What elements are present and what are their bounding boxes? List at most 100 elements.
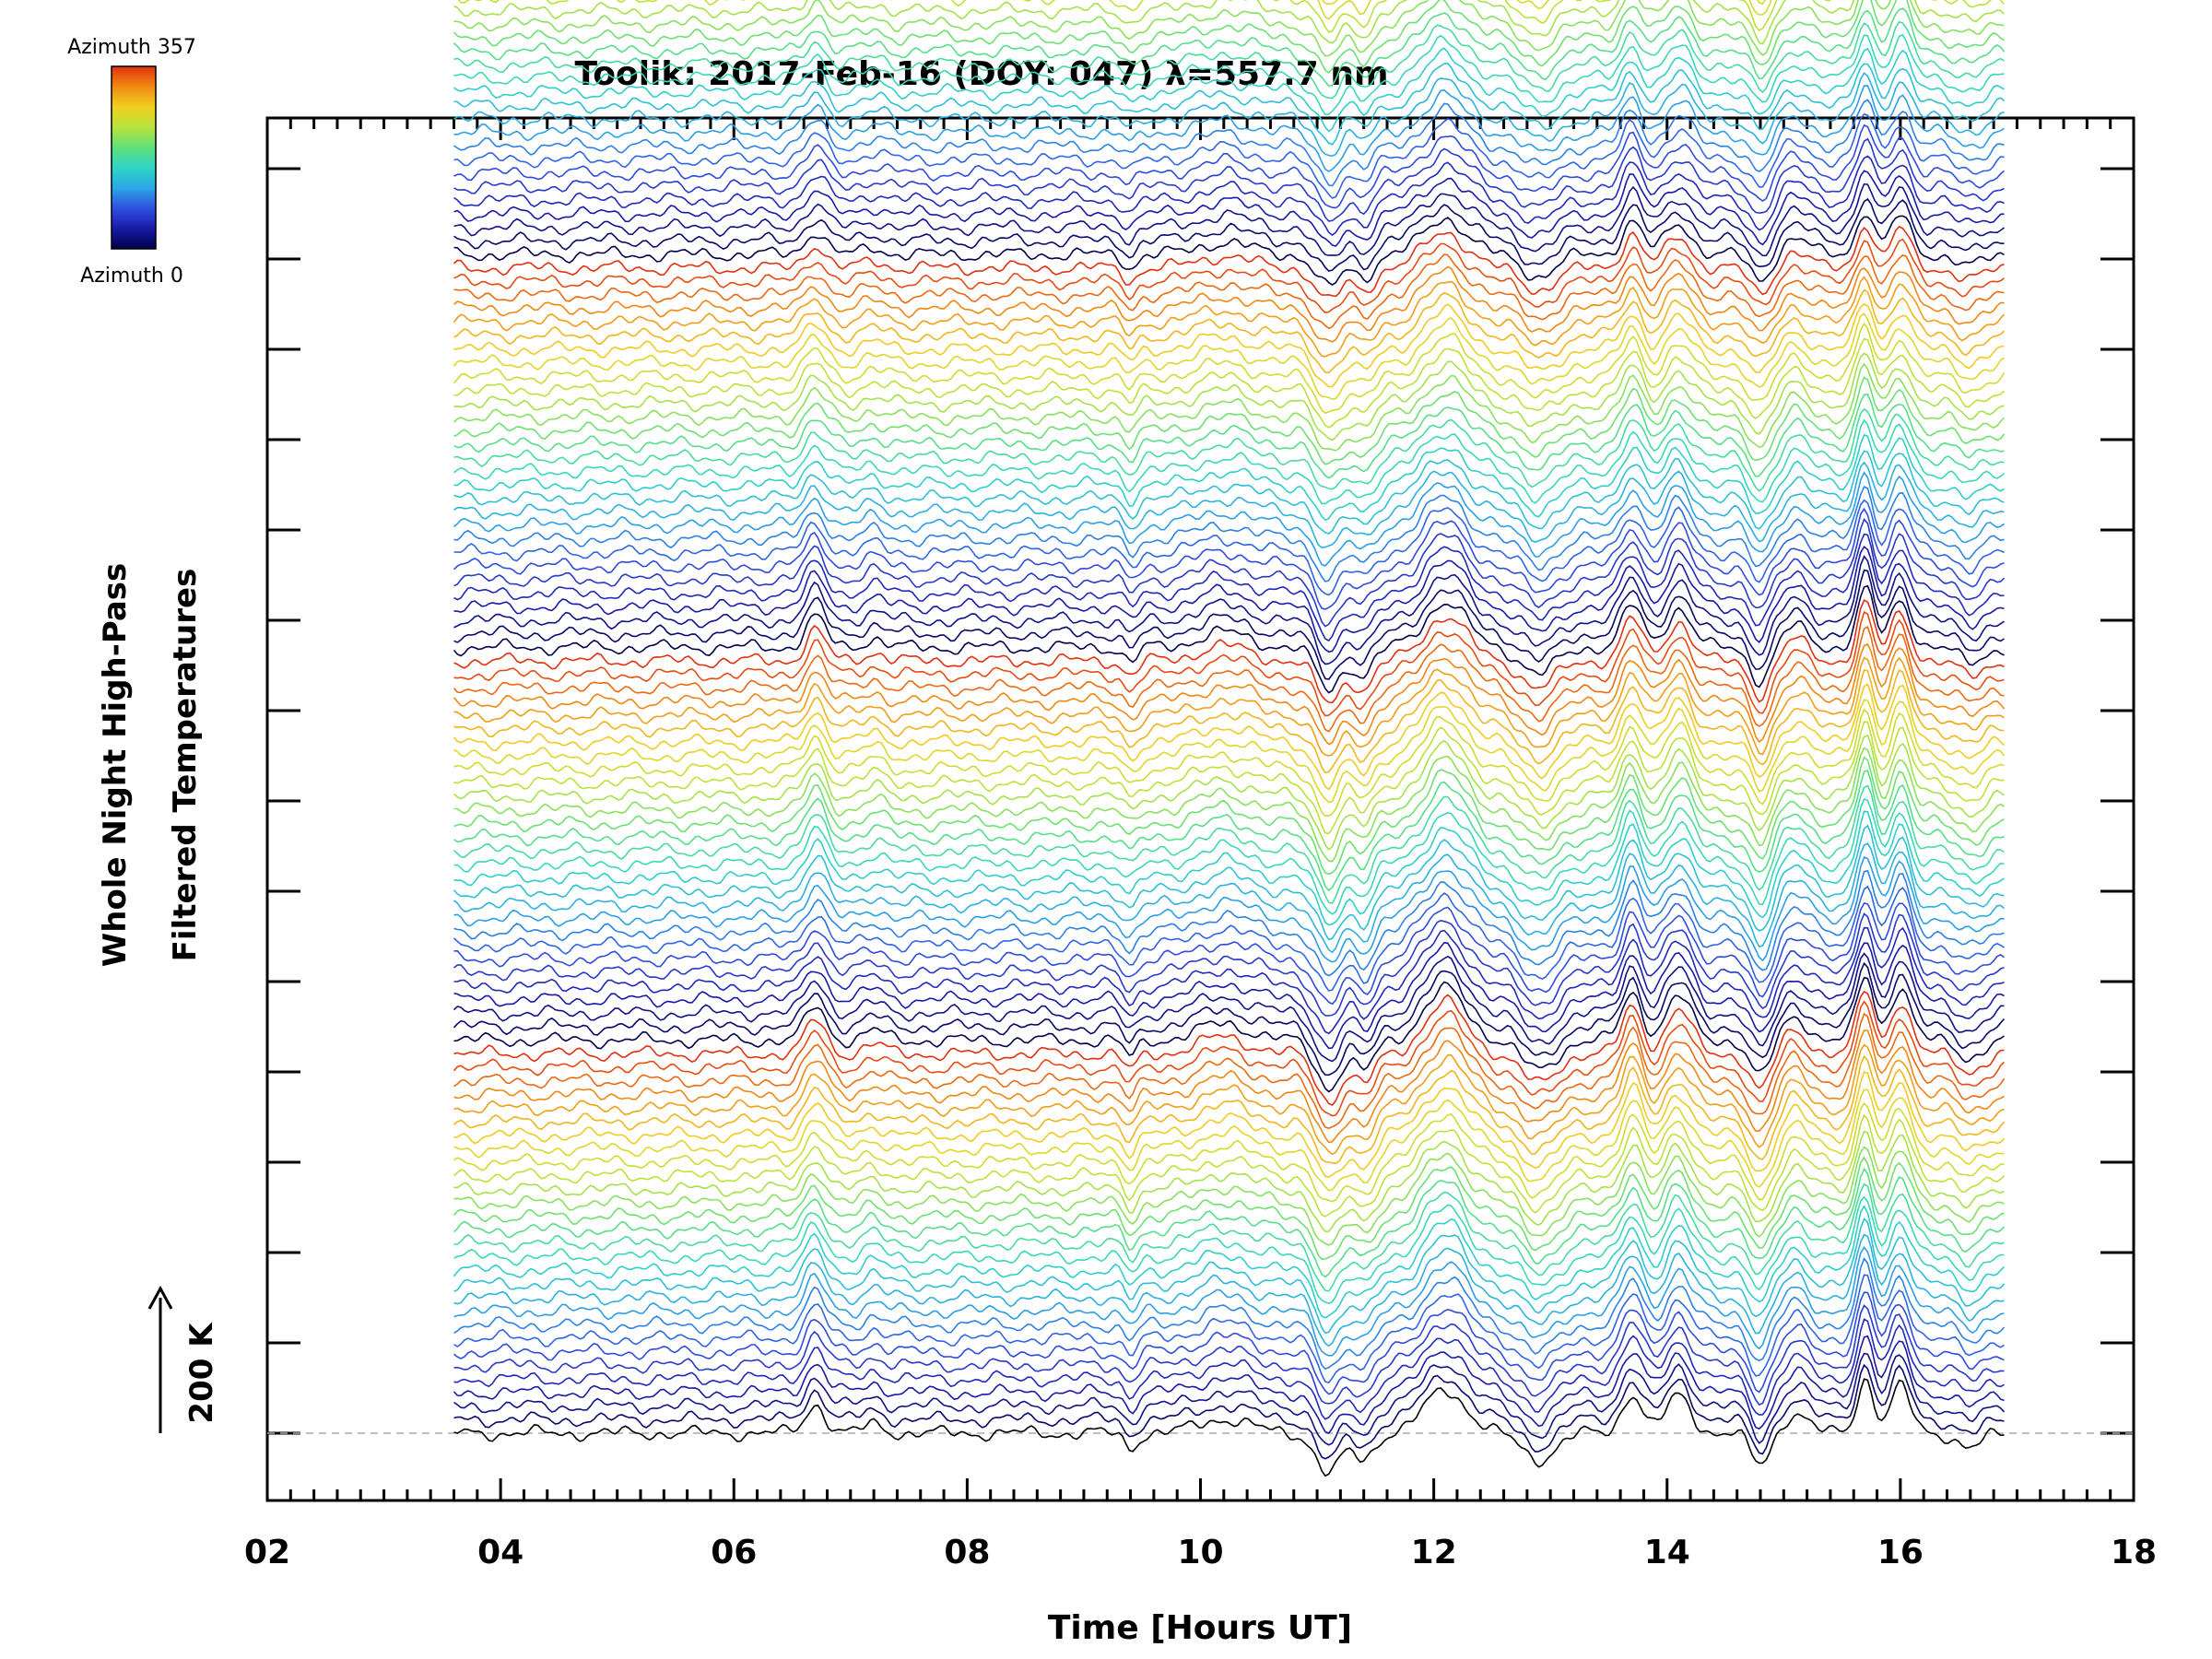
temperature-trace [453, 555, 2005, 665]
x-axis-label: Time [Hours UT] [1048, 1609, 1352, 1647]
temperature-trace [453, 1195, 2005, 1304]
x-tick-label: 02 [244, 1534, 290, 1571]
temperature-trace [453, 1318, 2005, 1420]
y-axis-label-line2: Filtered Temperatures [167, 569, 204, 962]
temperature-trace [453, 288, 2006, 374]
temperature-trace [453, 124, 2006, 209]
temperature-trace [453, 322, 2006, 414]
temperature-trace [453, 545, 2005, 653]
temperature-trace [453, 708, 2005, 817]
temperature-trace [453, 215, 2005, 287]
temperature-trace [453, 433, 2005, 522]
temperature-trace [457, 0, 2006, 33]
temperature-trace [453, 533, 2005, 642]
temperature-trace [453, 747, 2005, 863]
temperature-trace [453, 1156, 2005, 1261]
temperature-trace [453, 99, 2005, 187]
temperature-trace [453, 856, 2005, 963]
temperature-trace [453, 7, 2006, 88]
temperature-trace [453, 1304, 2005, 1406]
colorbar-gradient [111, 65, 157, 250]
temperature-trace [453, 1146, 2005, 1246]
temperature-trace [453, 842, 2006, 954]
temperature-trace [453, 0, 2005, 74]
temperature-trace [453, 450, 2005, 535]
temperature-trace [453, 155, 2005, 237]
scale-arrow-head [147, 1285, 173, 1310]
temperature-trace [453, 352, 2005, 441]
temperature-trace [453, 642, 2006, 746]
temperature-trace [453, 669, 2005, 774]
x-tick-label: 18 [2111, 1534, 2157, 1571]
x-tick-labels: 02 04 06 08 10 12 14 16 18 [244, 1534, 2157, 1571]
temperature-trace [453, 112, 2005, 199]
temperature-trace [453, 1352, 2006, 1446]
temperature-trace [453, 912, 2005, 1017]
y-axis-label: Whole Night High-Pass Filtered Temperatu… [97, 563, 204, 968]
temperature-trace [453, 1130, 2005, 1233]
temperature-trace [453, 1274, 2005, 1384]
x-tick-label: 04 [477, 1534, 524, 1571]
x-tick-label: 12 [1411, 1534, 1457, 1571]
temperature-trace [453, 72, 2005, 158]
temperature-trace [453, 20, 2005, 100]
temperature-trace [453, 1291, 2005, 1395]
temperature-trace [453, 517, 2006, 628]
temperature-trace [453, 1101, 2005, 1203]
temperature-trace [453, 499, 2005, 596]
temperature-trace [453, 0, 2006, 45]
temperature-trace [453, 1071, 2006, 1179]
colorbar: Azimuth 357 Azimuth 0 [67, 36, 196, 288]
temperature-trace [453, 926, 2005, 1035]
temperature-trace [453, 0, 2005, 57]
temperature-trace [453, 486, 2005, 582]
axis-ticks [265, 118, 2136, 1500]
colorbar-bottom-label: Azimuth 0 [80, 265, 183, 288]
temperature-trace [453, 584, 2005, 694]
temperature-trace [453, 471, 2005, 567]
temperature-trace [453, 626, 2005, 733]
temperature-trace [453, 952, 2005, 1063]
temperature-trace [453, 769, 2005, 892]
temperature-trace [453, 197, 2005, 272]
temperature-trace [453, 302, 2005, 388]
temperature-trace [453, 756, 2005, 876]
temperature-trace [453, 1043, 2005, 1156]
temperature-trace [453, 1217, 2006, 1335]
temperature-trace [453, 1167, 2006, 1278]
temperature-trace [453, 1113, 2006, 1218]
x-tick-label: 10 [1177, 1534, 1223, 1571]
temperature-trace [453, 137, 2005, 222]
x-tick-label: 08 [944, 1534, 990, 1571]
temperature-trace [453, 170, 2005, 247]
x-tick-label: 16 [1877, 1534, 1924, 1571]
temperature-trace [453, 784, 2005, 904]
temperature-trace [453, 337, 2006, 429]
temperature-trace [453, 238, 2005, 313]
temperature-trace [453, 1054, 2006, 1165]
temperature-trace [453, 1182, 2005, 1292]
temperature-trace [453, 824, 2005, 941]
temperature-trace [453, 797, 2005, 915]
temperature-trace [453, 62, 2006, 146]
temperature-trace [453, 721, 2005, 835]
temperature-trace [453, 699, 2006, 804]
temperature-trace [453, 1205, 2006, 1319]
temperature-trace [453, 265, 2005, 343]
temperature-trace [453, 225, 2005, 298]
temperature-trace [453, 407, 2005, 492]
temperature-trace [453, 33, 2005, 115]
temperature-trace [453, 1000, 2006, 1117]
temperature-trace [453, 569, 2005, 680]
temperature-trace [453, 362, 2006, 452]
temperature-trace [453, 253, 2005, 330]
temperature-trace [453, 1012, 2006, 1130]
temperature-trace [453, 461, 2005, 549]
y-axis-label-line1: Whole Night High-Pass [97, 563, 134, 968]
temperature-trace [453, 418, 2005, 505]
temperature-trace [453, 276, 2006, 358]
temperature-trace [453, 1256, 2006, 1371]
temperature-trace [453, 394, 2005, 479]
temperature-trace [453, 1335, 2005, 1434]
